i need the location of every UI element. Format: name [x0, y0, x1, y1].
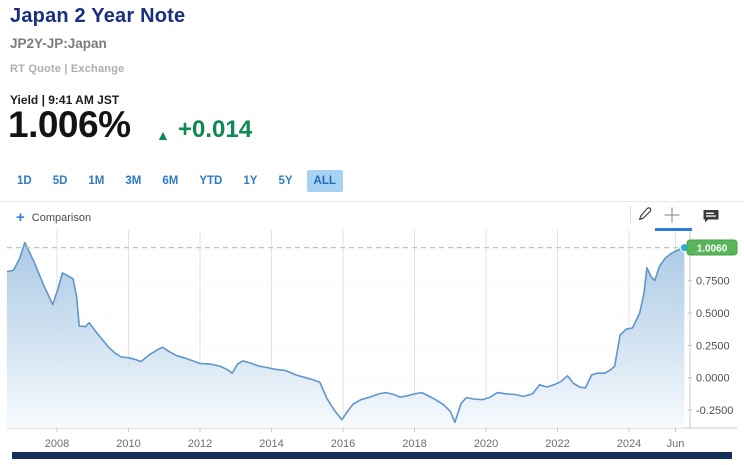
comparison-button[interactable]: + Comparison: [16, 209, 92, 226]
active-tool-underline: [655, 228, 692, 231]
tab-1d[interactable]: 1D: [17, 175, 32, 187]
bottom-nav-bar: [12, 452, 732, 459]
last-price-badge-label: 1.0060: [697, 244, 728, 255]
tab-5d[interactable]: 5D: [52, 175, 68, 187]
crosshair-icon[interactable]: [663, 206, 681, 224]
y-tick-label: 0.7500: [696, 276, 730, 288]
x-tick-label: 2018: [402, 438, 426, 450]
x-tick-label: Jun: [667, 438, 685, 450]
ticker-symbol: JP2Y-JP:Japan: [10, 36, 107, 51]
y-tick-label: -0.2500: [696, 405, 733, 417]
tab-all[interactable]: ALL: [306, 170, 343, 192]
tab-3m[interactable]: 3M: [125, 175, 142, 187]
news-icon[interactable]: [702, 207, 720, 225]
x-tick-label: 2012: [188, 438, 212, 450]
last-price-badge: [686, 239, 738, 256]
range-tabs: 1D 5D 1M 3M 6M YTD 1Y 5Y ALL: [10, 170, 343, 192]
quote-source: RT Quote | Exchange: [10, 63, 125, 75]
up-triangle-icon: ▲: [156, 127, 170, 143]
x-tick-label: 2010: [116, 438, 140, 450]
divider: [0, 201, 744, 202]
page-title: Japan 2 Year Note: [10, 5, 186, 27]
x-tick-label: 2008: [45, 438, 69, 450]
tab-ytd[interactable]: YTD: [199, 175, 223, 187]
y-tick-label: 0.2500: [696, 340, 730, 352]
x-tick-label: 2014: [259, 438, 283, 450]
tab-1y[interactable]: 1Y: [243, 175, 258, 187]
y-tick-label: 0.0000: [696, 373, 730, 385]
field-and-time: Yield | 9:41 AM JST: [10, 93, 120, 107]
yield-area: [6, 242, 685, 428]
toolbar-divider: [630, 206, 631, 223]
x-tick-label: 2020: [474, 438, 498, 450]
x-tick-label: 2016: [331, 438, 355, 450]
yield-line: [6, 241, 685, 424]
x-tick-label: 2024: [617, 438, 641, 450]
yield-change: +0.014: [178, 116, 253, 143]
yield-value: 1.006%: [8, 104, 131, 145]
tab-1m[interactable]: 1M: [88, 175, 105, 187]
y-tick-label: 0.5000: [696, 308, 730, 320]
plus-icon: +: [16, 209, 25, 226]
comparison-label: Comparison: [31, 212, 92, 224]
tab-5y[interactable]: 5Y: [278, 175, 293, 187]
tab-6m[interactable]: 6M: [162, 175, 179, 187]
pencil-icon[interactable]: [636, 206, 654, 224]
x-tick-label: 2022: [545, 438, 569, 450]
